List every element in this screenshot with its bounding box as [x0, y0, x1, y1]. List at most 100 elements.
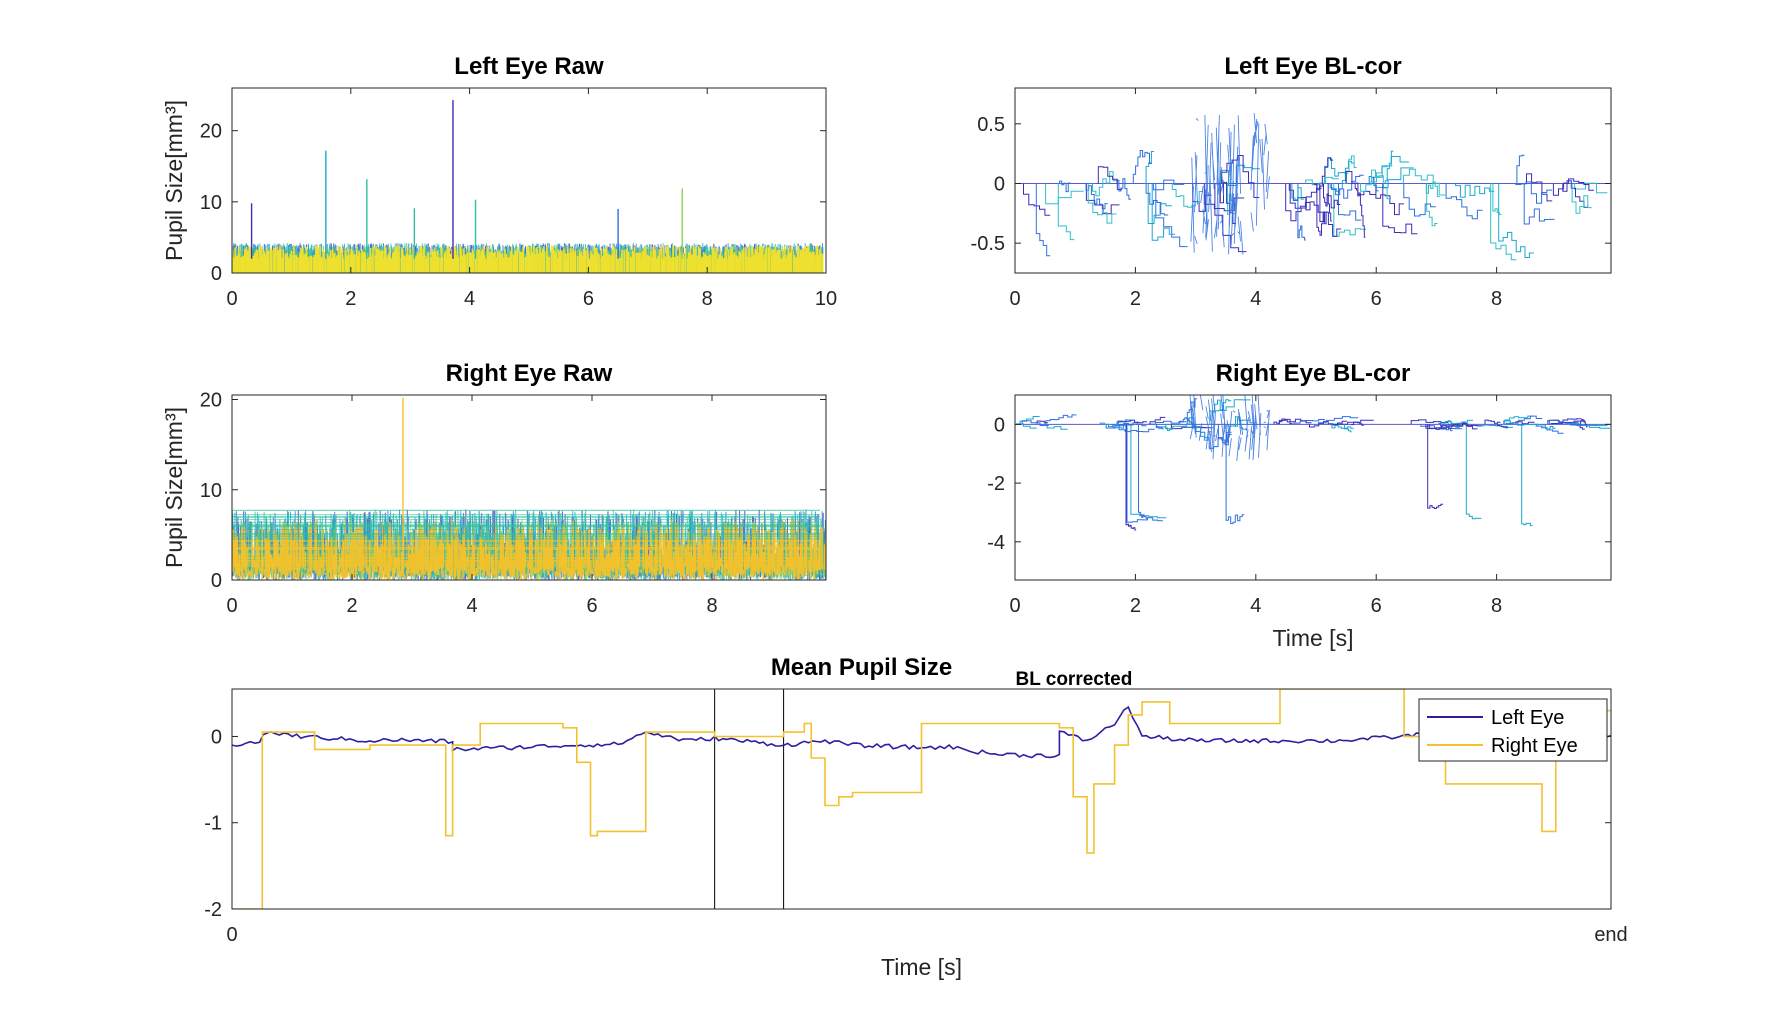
- chart-title: Left Eye BL-cor: [1224, 53, 1401, 80]
- bl-segment: [1402, 168, 1446, 196]
- bl-segment: [1526, 173, 1553, 202]
- bl-segment: [1492, 183, 1502, 215]
- bl-segment: [1291, 183, 1305, 201]
- series-line-1: [232, 689, 1611, 909]
- x-tick-label: 6: [583, 288, 594, 310]
- bl-segment: [1145, 151, 1154, 184]
- bl-segment: [1324, 157, 1349, 184]
- bl-segment: [1036, 420, 1048, 425]
- bl-segment: [1427, 424, 1444, 509]
- bl-segment: [1544, 424, 1556, 431]
- y-axis-label: Pupil Size[mm³]: [161, 407, 187, 568]
- series-trace: [232, 245, 824, 273]
- bl-segment: [1490, 183, 1517, 261]
- bl-segment: [1209, 399, 1251, 425]
- bl-segment: [1021, 420, 1049, 426]
- x-tick-label: end: [1594, 924, 1627, 946]
- bl-segment: [1484, 419, 1501, 425]
- bl-segment: [1438, 423, 1453, 432]
- legend-entry: Left Eye: [1491, 707, 1564, 729]
- bl-segment: [1149, 416, 1166, 425]
- bl-segment: [1085, 183, 1120, 215]
- bl-segment: [1477, 424, 1513, 428]
- bl-segment: [1155, 424, 1164, 430]
- bl-segment: [1115, 424, 1126, 429]
- bl-segment: [1126, 424, 1163, 523]
- plot-area-right_raw: [232, 397, 826, 580]
- y-tick-label: -2: [204, 899, 222, 921]
- bl-segment: [1523, 183, 1555, 225]
- y-tick-label: 10: [200, 480, 222, 502]
- bl-segment: [1447, 420, 1461, 429]
- bl-segment: [1214, 183, 1247, 253]
- chart-title-subscript: BL corrected: [1016, 669, 1133, 690]
- bl-segment: [1327, 183, 1341, 209]
- bl-segment: [1288, 183, 1323, 213]
- bl-segment: [1455, 183, 1495, 198]
- bl-segment: [1297, 183, 1306, 241]
- bl-segment: [1496, 424, 1508, 429]
- y-tick-label: 10: [200, 192, 222, 214]
- series-line-0: [232, 705, 1611, 759]
- bl-cluster: [1189, 395, 1271, 462]
- bl-segment: [1505, 415, 1543, 425]
- bl-segment: [1371, 169, 1391, 200]
- bl-segment: [1552, 178, 1594, 196]
- x-tick-label: 0: [1009, 595, 1020, 617]
- y-tick-label: -0.5: [971, 233, 1005, 255]
- legend-box: [1418, 698, 1608, 762]
- x-tick-label: 2: [345, 288, 356, 310]
- panel-left_raw: 0 2 4 6 8 10 0 10 20 Left Eye Raw Pupil Size[mm³]: [161, 53, 837, 310]
- bl-segment: [1515, 181, 1552, 204]
- panel-left_bl: 0 2 4 6 8 0.5 0 -0.5 Left Eye BL-cor: [971, 53, 1612, 310]
- chart-title: Right Eye BL-cor: [1216, 360, 1411, 387]
- bl-segment: [1059, 180, 1071, 193]
- bl-segment: [1384, 150, 1394, 184]
- chart-title: Left Eye Raw: [454, 53, 604, 80]
- axes-box: [1014, 394, 1612, 581]
- x-tick-label: 0: [226, 595, 237, 617]
- x-tick-label: 8: [702, 288, 713, 310]
- y-tick-label: 0: [994, 173, 1005, 195]
- bl-segment: [1516, 154, 1525, 184]
- bl-segment: [1147, 183, 1172, 224]
- plot-area-left_bl: [1015, 113, 1611, 261]
- bl-segment: [1035, 183, 1051, 257]
- x-tick-label: 0: [226, 924, 237, 946]
- axes-box: [231, 394, 827, 581]
- y-tick-label: 0: [994, 414, 1005, 436]
- bl-segment: [1323, 183, 1332, 222]
- bl-segment: [1351, 421, 1364, 426]
- bl-segment: [1403, 183, 1436, 217]
- bl-segment: [1145, 183, 1169, 216]
- bl-segment: [1023, 183, 1051, 216]
- bl-segment: [1574, 182, 1608, 194]
- bl-segment: [1333, 183, 1366, 237]
- bl-segment: [1112, 424, 1155, 433]
- y-tick-label: 0: [211, 263, 222, 285]
- bl-cluster: [1190, 113, 1270, 255]
- bl-segment: [1171, 183, 1203, 208]
- legend: Left Eye Right Eye: [1418, 698, 1608, 762]
- plot-area-mean: [232, 689, 1611, 909]
- bl-segment: [1057, 183, 1075, 241]
- y-tick-label: 0: [211, 726, 222, 748]
- plot-area-left_raw: [232, 100, 824, 273]
- bl-segment: [1152, 179, 1185, 191]
- bl-segment: [1225, 424, 1245, 525]
- x-tick-label: 0: [1009, 288, 1020, 310]
- bl-segment: [1105, 423, 1133, 429]
- y-tick-label: 0: [211, 570, 222, 592]
- bl-segment: [1285, 183, 1322, 222]
- bl-segment: [1309, 420, 1347, 428]
- panel-right_raw: 0 2 4 6 8 0 10 20 Right Eye Raw Pupil Size[mm³]: [161, 360, 827, 617]
- bl-segment: [1375, 183, 1404, 216]
- bl-segment: [1186, 398, 1197, 425]
- bl-segment: [1316, 183, 1328, 236]
- bl-segment: [1547, 420, 1583, 426]
- bl-segment: [1439, 419, 1473, 425]
- bl-segment: [1132, 150, 1152, 184]
- axes-box: [231, 87, 827, 274]
- y-tick-label: -1: [204, 813, 222, 835]
